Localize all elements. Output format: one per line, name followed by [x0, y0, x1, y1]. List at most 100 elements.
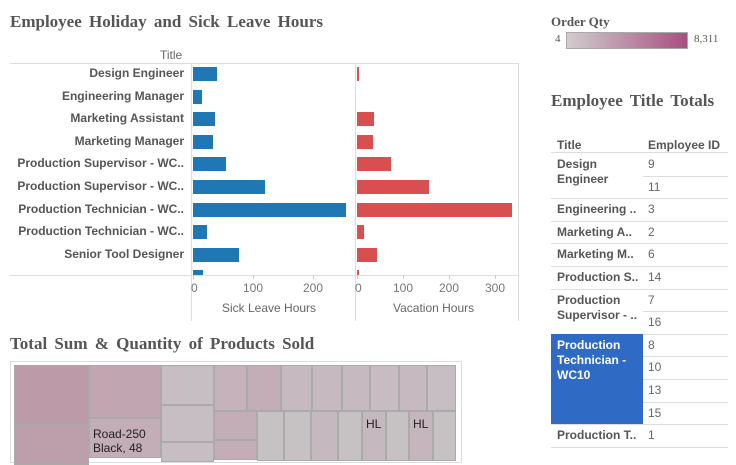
tick-label: 0 [355, 281, 362, 295]
treemap-cell[interactable] [311, 411, 338, 461]
tick-label: 300 [485, 281, 506, 295]
treemap-cell[interactable] [284, 411, 311, 461]
header-employee-id[interactable]: Employee ID [648, 138, 721, 152]
treemap-cell[interactable] [370, 365, 399, 411]
row-divider [643, 401, 728, 403]
treemap-cell[interactable]: Road-250 Black, 48 [89, 418, 161, 458]
row-label[interactable]: Production Supervisor - WC.. [17, 179, 184, 193]
employee-id-cell[interactable]: 1 [648, 428, 655, 443]
employee-id-cell[interactable]: 8 [648, 337, 655, 352]
treemap-cell[interactable] [427, 365, 456, 411]
tick-mark [357, 275, 358, 279]
legend-min: 4 [555, 33, 561, 45]
bar-vacation[interactable] [357, 134, 374, 149]
employee-id-cell[interactable]: 7 [648, 292, 655, 307]
selected-cell[interactable] [551, 333, 643, 425]
bar-sick-leave[interactable] [193, 157, 226, 172]
treemap-cell[interactable] [281, 365, 312, 411]
table-title-cell[interactable]: Design Engineer [557, 157, 609, 186]
treemap-cell[interactable] [161, 405, 214, 442]
row-label[interactable]: Engineering Manager [61, 88, 184, 103]
row-divider [643, 175, 728, 177]
bar-sick-leave[interactable] [193, 225, 208, 240]
row-label[interactable]: Production Supervisor - WC.. [17, 156, 184, 171]
bar-vacation[interactable] [357, 180, 430, 194]
axis-title: Vacation Hours [393, 301, 475, 315]
employee-id-cell[interactable]: 10 [648, 360, 662, 375]
group-divider [551, 424, 728, 426]
bar-sick-leave[interactable] [193, 67, 217, 81]
treemap-cell[interactable]: HL [362, 411, 386, 461]
row-label[interactable]: Marketing Assistant [70, 111, 184, 126]
row-label[interactable]: Design Engineer [89, 66, 184, 80]
bar-vacation[interactable] [357, 225, 364, 240]
treemap-cell[interactable] [214, 411, 257, 440]
treemap-cell[interactable] [214, 365, 247, 411]
pane-divider [191, 63, 192, 321]
employee-id-cell[interactable]: 6 [648, 247, 655, 262]
table-title-cell[interactable]: Production Supervisor - .. [557, 292, 638, 322]
row-label[interactable]: Marketing Manager [74, 133, 184, 148]
treemap-cell[interactable] [14, 425, 89, 465]
bar-vacation[interactable] [357, 247, 377, 262]
treemap-cell[interactable] [14, 365, 89, 425]
table-title-cell[interactable]: Marketing A.. [557, 224, 632, 239]
bar-sick-leave[interactable] [193, 134, 214, 149]
employee-id-cell[interactable]: 14 [648, 270, 662, 284]
header-divider [551, 152, 728, 153]
table-title-cell[interactable]: Engineering .. [557, 202, 637, 217]
bar-vacation[interactable] [357, 270, 360, 275]
bar-sick-leave[interactable] [193, 247, 240, 262]
employee-id-cell[interactable]: 2 [648, 224, 655, 239]
treemap-cell[interactable] [161, 442, 214, 462]
row-label[interactable]: Senior Tool Designer [64, 246, 184, 261]
treemap-title: Total Sum & Quantity of Products Sold [10, 334, 315, 353]
row-label[interactable]: Production Technician - WC.. [18, 224, 184, 239]
table-title-cell[interactable]: Production T.. [557, 428, 637, 443]
tick-label: 200 [303, 281, 324, 295]
treemap-cell[interactable] [161, 365, 214, 405]
bar-vacation[interactable] [357, 112, 375, 127]
treemap-cell[interactable] [399, 365, 427, 411]
table-title-cell[interactable]: Production Technician - WC10 [557, 337, 627, 382]
header-title[interactable]: Title [557, 138, 582, 152]
treemap-cell[interactable] [338, 411, 362, 461]
row-divider [643, 356, 728, 358]
employee-id-cell[interactable]: 16 [648, 315, 662, 330]
treemap-cell[interactable] [312, 365, 342, 411]
treemap-cell[interactable] [247, 365, 281, 411]
treemap-cell[interactable] [342, 365, 370, 411]
table-title-cell[interactable]: Marketing M.. [557, 247, 634, 262]
tick-mark [403, 275, 404, 279]
employee-id-cell[interactable]: 9 [648, 157, 655, 171]
group-divider [551, 198, 728, 200]
bar-sick-leave[interactable] [193, 89, 202, 104]
row-divider [643, 311, 728, 313]
treemap-cell[interactable]: HL [409, 411, 433, 461]
group-divider [551, 243, 728, 245]
treemap-cell[interactable] [257, 411, 284, 461]
bar-sick-leave[interactable] [193, 180, 265, 194]
row-label[interactable]: Production Technician - WC.. [18, 201, 184, 216]
tick-mark [313, 275, 314, 279]
bar-vacation[interactable] [357, 67, 360, 81]
employee-id-cell[interactable]: 11 [648, 179, 661, 194]
tick-mark [193, 275, 194, 279]
employee-id-cell[interactable]: 15 [648, 405, 662, 420]
employee-id-cell[interactable]: 13 [648, 383, 662, 397]
chart-bottom-border [10, 275, 518, 276]
legend-max: 8,311 [694, 33, 719, 45]
chart-top-border [10, 63, 518, 64]
treemap-cell[interactable] [89, 365, 161, 418]
row-header-title[interactable]: Title [160, 48, 183, 62]
pane-divider [518, 63, 519, 321]
bar-vacation[interactable] [357, 157, 392, 172]
bar-vacation[interactable] [357, 202, 513, 217]
bar-sick-leave[interactable] [193, 202, 346, 217]
bar-sick-leave[interactable] [193, 270, 204, 275]
table-title-cell[interactable]: Production S.. [557, 270, 639, 284]
legend-title: Order Qty [551, 14, 610, 29]
treemap-cell[interactable] [214, 440, 257, 460]
bar-sick-leave[interactable] [193, 112, 215, 127]
employee-id-cell[interactable]: 3 [648, 202, 655, 217]
